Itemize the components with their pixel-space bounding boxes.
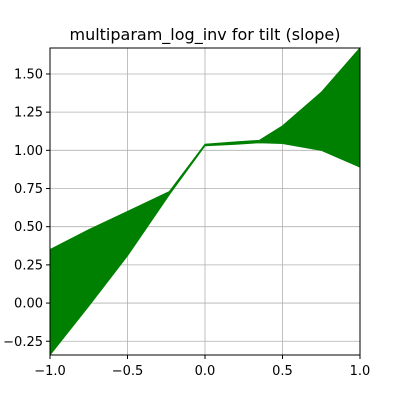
y-tick-label: 1.00 [14,144,43,159]
grid [49,48,361,355]
y-tick-label: −0.25 [3,335,43,350]
x-tick-label: 1.0 [350,364,371,379]
x-tick-label: 0.5 [272,364,293,379]
chart-title: multiparam_log_inv for tilt (slope) [69,25,340,45]
y-tick-label: 0.75 [14,182,43,197]
x-tick-label: −0.5 [112,364,144,379]
y-tick-label: 0.50 [14,220,43,235]
y-tick-label: 0.00 [14,297,43,312]
x-tick-label: 0.0 [195,364,216,379]
y-tick-label: 0.25 [14,258,43,273]
y-tick-label: 1.50 [14,67,43,82]
y-tick-label: 1.25 [14,106,43,121]
x-tick-label: −1.0 [34,364,66,379]
ticks: −1.0 −0.5 0.0 0.5 1.0 −0.25 0.00 0.25 0.50 0.75 1.… [3,67,370,379]
